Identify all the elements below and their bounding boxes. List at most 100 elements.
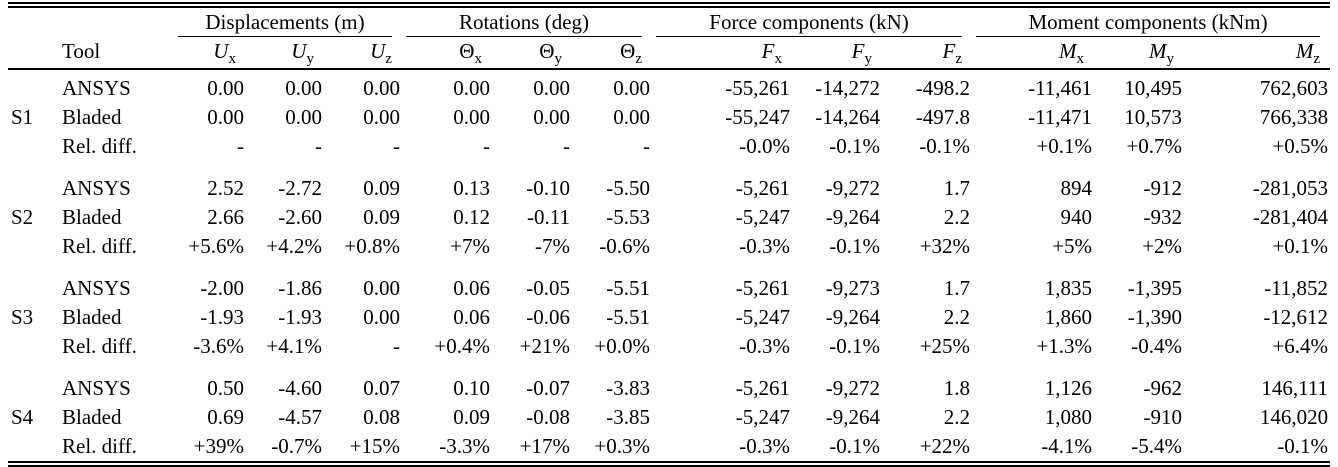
table-row: Bladed 0.00 0.00 0.00 0.00 0.00 0.00 -55,247 -14… [8,103,1330,132]
symbol-base: M [1148,39,1167,63]
value-cell: -2.72 [278,176,322,200]
value-cell: 2.2 [943,305,971,329]
table-row: Rel. diff. +39% -0.7% +15% -3.3% +17% +0.3% -0.… [8,432,1330,464]
value-cell: 2.52 [207,176,244,200]
value-cell: -497.8 [915,105,971,129]
symbol-base: Θ [539,39,555,63]
symbol-base: U [370,39,386,63]
column-group-header-rotations: Rotations (deg) [402,5,652,37]
value-cell: 0.00 [453,105,490,129]
value-cell: 1,126 [1044,376,1093,400]
table-row: S3 ANSYS -2.00 -1.86 0.00 0.06 -0.05 -5.51 -5,26… [8,261,1330,329]
symbol-subscript: x [228,51,236,68]
value-cell: -1.93 [200,305,244,329]
value-cell: 0.00 [285,76,322,100]
value-cell: - [483,134,490,158]
value-cell: -0.1% [1277,434,1329,458]
symbol-subscript: x [1076,51,1085,68]
table-row: Bladed -1.93 -1.93 0.00 0.06 -0.06 -5.51 -5,247… [8,303,1330,332]
symbol-base: M [1295,39,1314,63]
table-row: Bladed 2.66 -2.60 0.09 0.12 -0.11 -5.53 -5,247 -… [8,203,1330,232]
value-cell: -0.1% [919,134,971,158]
row-group-label-s1: S1 [11,105,34,129]
value-cell: 0.12 [453,205,490,229]
column-group-header-displacements: Displacements (m) [174,5,402,37]
value-cell: +4.2% [266,234,322,258]
value-cell: -7% [535,234,570,258]
table-row: Rel. diff. +5.6% +4.2% +0.8% +7% -7% -0.6% -0.3… [8,232,1330,261]
value-cell: 0.09 [453,405,490,429]
value-cell: +21% [519,334,570,358]
value-cell: -0.6% [599,234,651,258]
value-cell: +0.0% [594,334,651,358]
value-cell: -4.57 [278,405,322,429]
sub-header-row: Tool Ux Uy Uz Θx Θy Θz Fx Fy Fz Mx My Mz [8,37,1331,70]
symbol-base: Θ [459,39,475,63]
value-cell: -0.7% [271,434,322,458]
value-cell: 0.00 [363,76,400,100]
value-cell: 766,338 [1259,105,1329,129]
value-cell: 0.13 [453,176,490,200]
table-row: S1 ANSYS 0.00 0.00 0.00 0.00 0.00 0.00 -55,261 -1… [8,69,1330,129]
symbol-base: F [942,39,956,63]
value-cell: +7% [450,234,490,258]
symbol-base: M [1058,39,1077,63]
value-cell: 940 [1060,205,1093,229]
value-cell: -4.1% [1041,434,1093,458]
value-cell: 0.00 [453,76,490,100]
value-cell: -0.06 [526,305,570,329]
symbol-base: U [291,39,307,63]
value-cell: -0.3% [739,434,791,458]
value-cell: +0.4% [434,334,490,358]
value-cell: -11,471 [1028,105,1093,129]
symbol-base: F [851,39,865,63]
value-cell: 1.7 [943,276,971,300]
value-cell: +39% [193,434,244,458]
row-label-column-header [8,37,54,70]
value-cell: -912 [1143,176,1183,200]
value-cell: 1,860 [1044,305,1093,329]
value-cell: +15% [349,434,400,458]
tool-cell: Rel. diff. [62,334,137,358]
value-cell: -962 [1143,376,1183,400]
value-cell: 0.00 [533,105,570,129]
tool-cell: ANSYS [62,376,131,400]
value-cell: 0.00 [207,105,244,129]
value-cell: 0.09 [363,176,400,200]
symbol-subscript: z [635,51,643,68]
table-header: Displacements (m) Rotations (deg) Force co… [8,5,1331,70]
value-cell: -14,264 [815,105,881,129]
table-row: Bladed 0.69 -4.57 0.08 0.09 -0.08 -3.85 -5,247 -… [8,403,1330,432]
value-cell: 2.66 [207,205,244,229]
value-cell: -3.6% [193,334,244,358]
value-cell: 0.50 [207,376,244,400]
col-header-f-x: Fx [652,37,793,70]
value-cell: -1.93 [278,305,322,329]
value-cell: -9,273 [825,276,881,300]
value-cell: -55,247 [725,105,791,129]
table-row: S2 ANSYS 2.52 -2.72 0.09 0.13 -0.10 -5.50 -5,261… [8,161,1330,229]
value-cell: -5.51 [606,276,651,300]
value-cell: -9,264 [825,305,881,329]
value-cell: -0.08 [526,405,570,429]
value-cell: 2.2 [943,405,971,429]
value-cell: -9,272 [825,176,881,200]
value-cell: 0.00 [363,105,400,129]
value-cell: -0.4% [1131,334,1183,358]
value-cell: -0.1% [829,134,881,158]
value-cell: -1.86 [278,276,322,300]
value-cell: +4.1% [266,334,322,358]
value-cell: 0.00 [613,105,651,129]
symbol-subscript: z [955,51,963,68]
value-cell: 1,080 [1044,405,1093,429]
tool-cell: Rel. diff. [62,134,137,158]
value-cell: -14,272 [815,76,881,100]
value-cell: -2.60 [278,205,322,229]
tool-cell: Bladed [62,105,122,129]
value-cell: +0.1% [1036,134,1093,158]
value-cell: -5,247 [735,405,791,429]
tool-cell: ANSYS [62,276,131,300]
value-cell: 1.8 [943,376,971,400]
value-cell: -12,612 [1263,305,1329,329]
value-cell: -0.3% [739,334,791,358]
